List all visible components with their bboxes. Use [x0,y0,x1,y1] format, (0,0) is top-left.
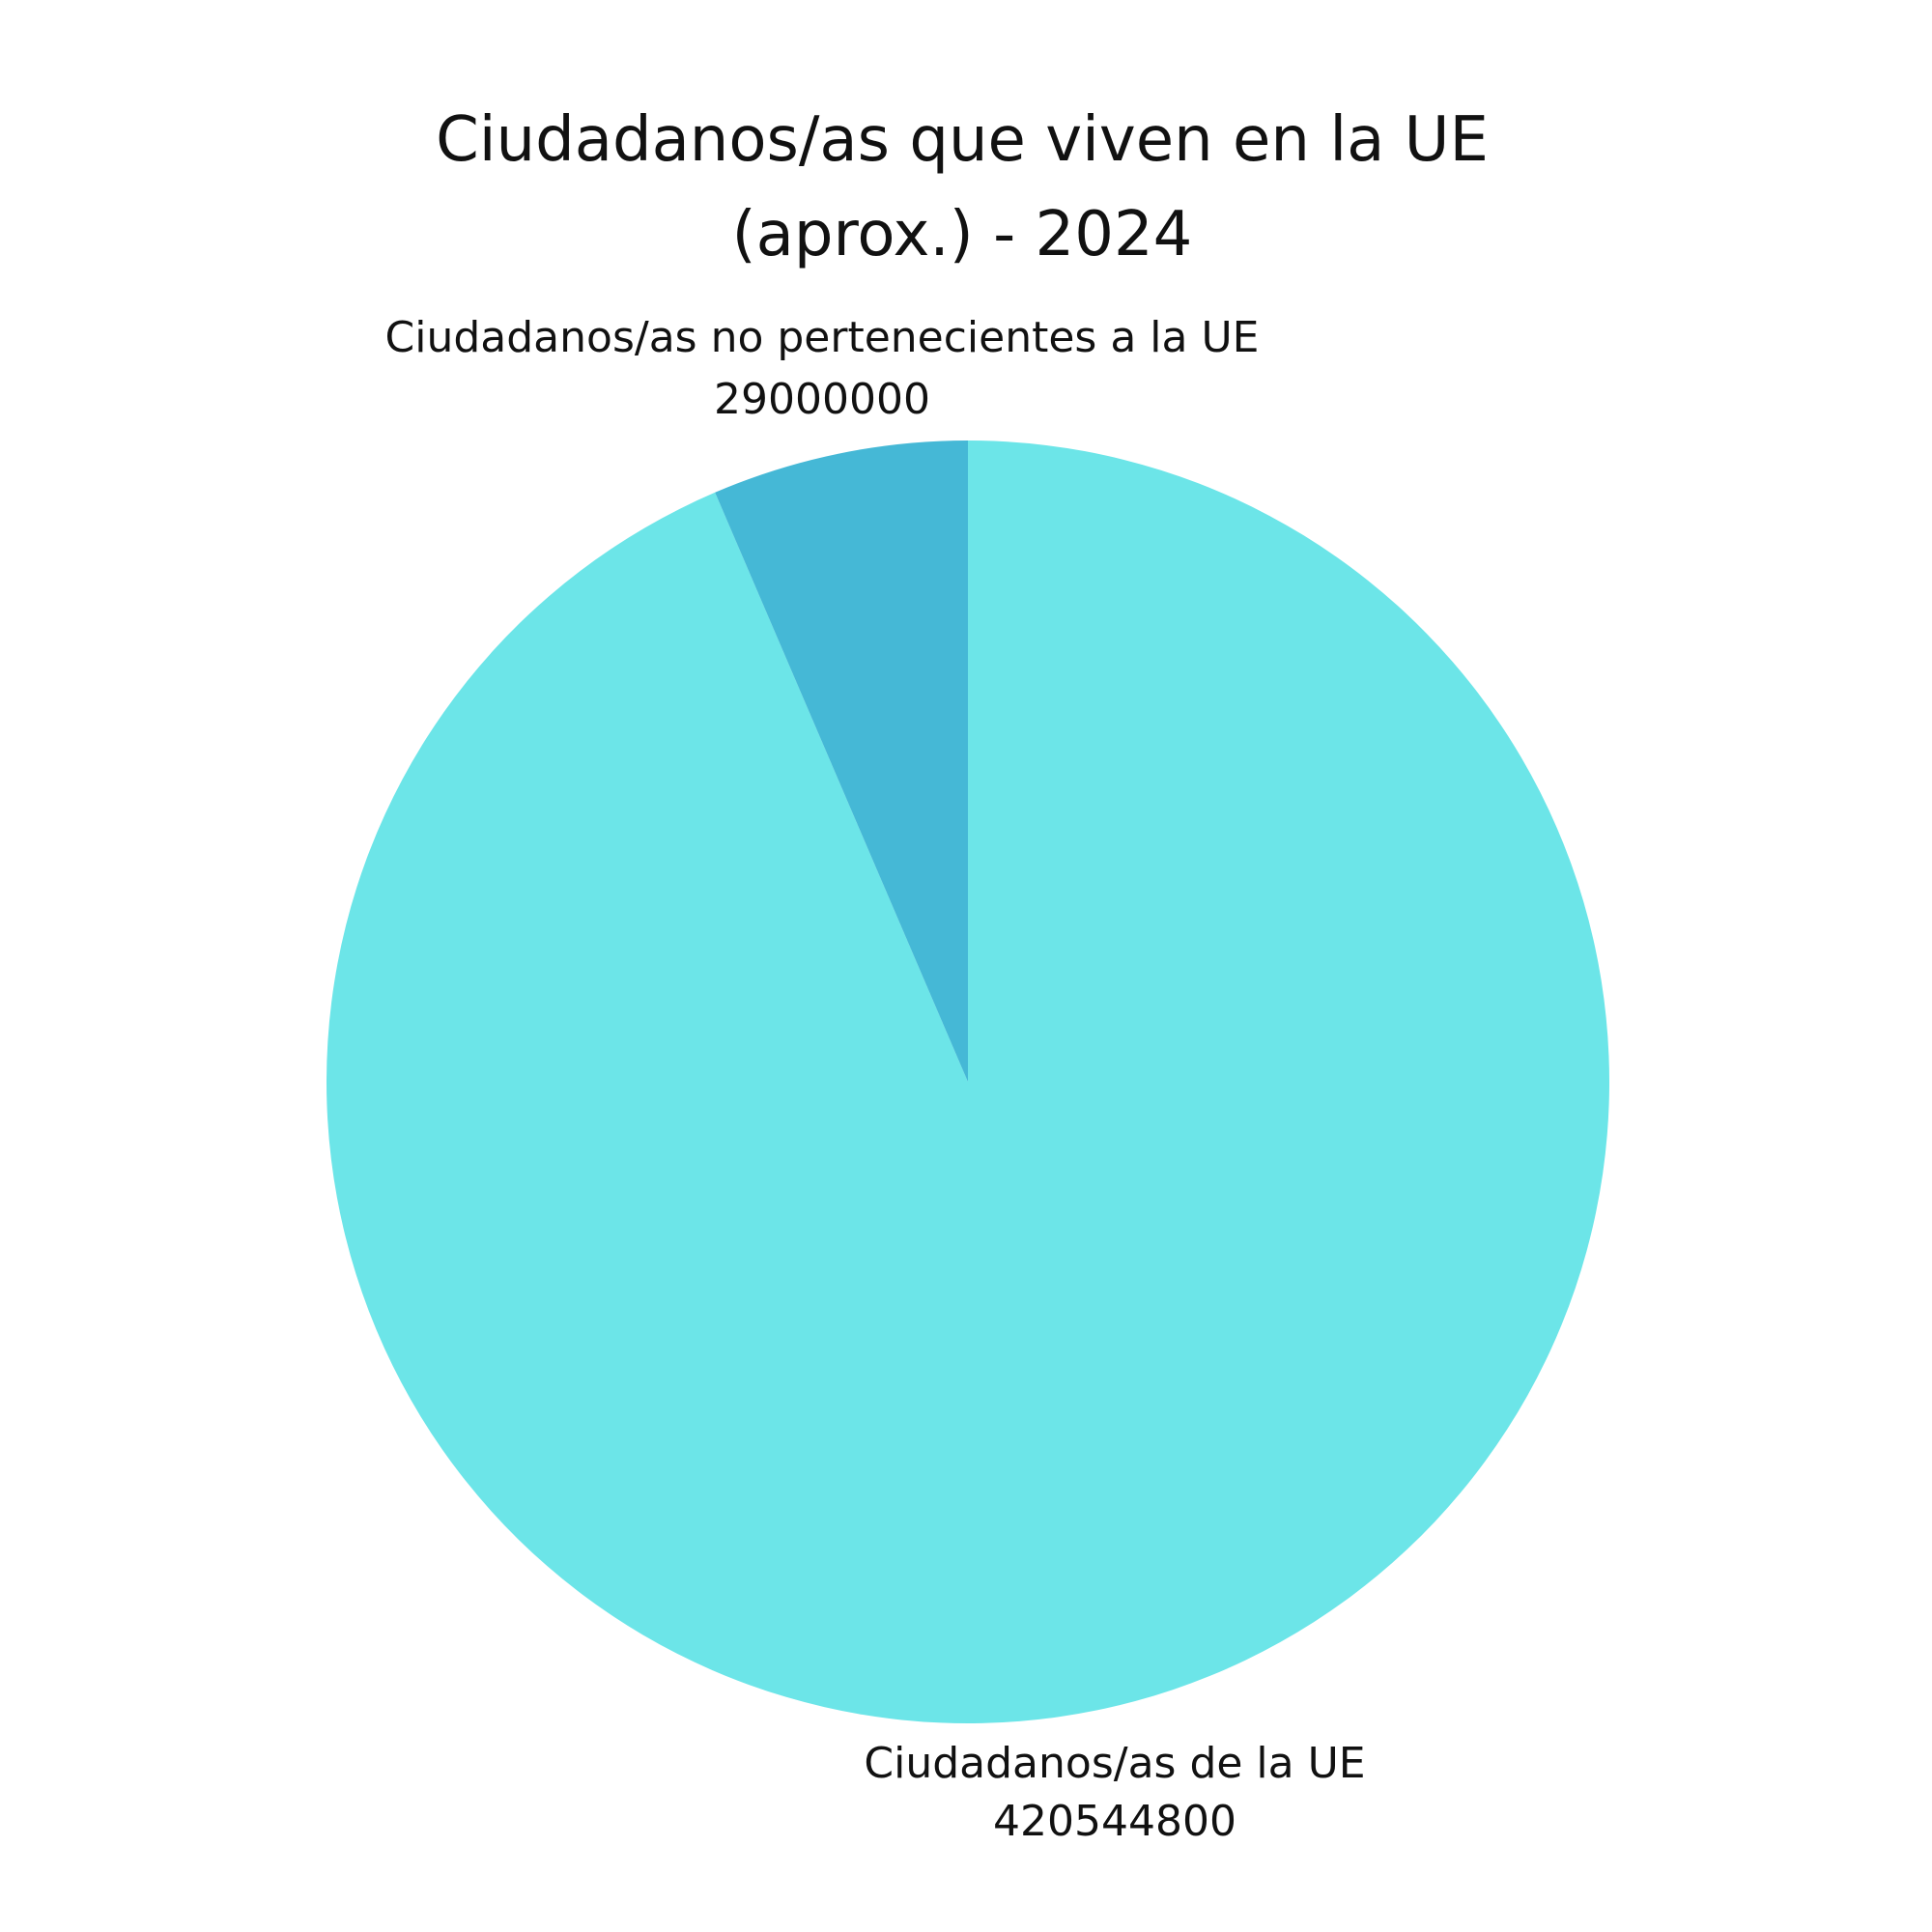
pie-slice [715,440,968,1082]
slice-value: 420544800 [993,1797,1236,1846]
slice-value: 29000000 [714,375,930,424]
slice-label: Ciudadanos/as de la UE [864,1739,1365,1788]
chart-title: Ciudadanos/as que viven en la UE (aprox.… [436,104,1489,270]
slice-label: Ciudadanos/as no pertenecientes a la UE [385,313,1260,362]
